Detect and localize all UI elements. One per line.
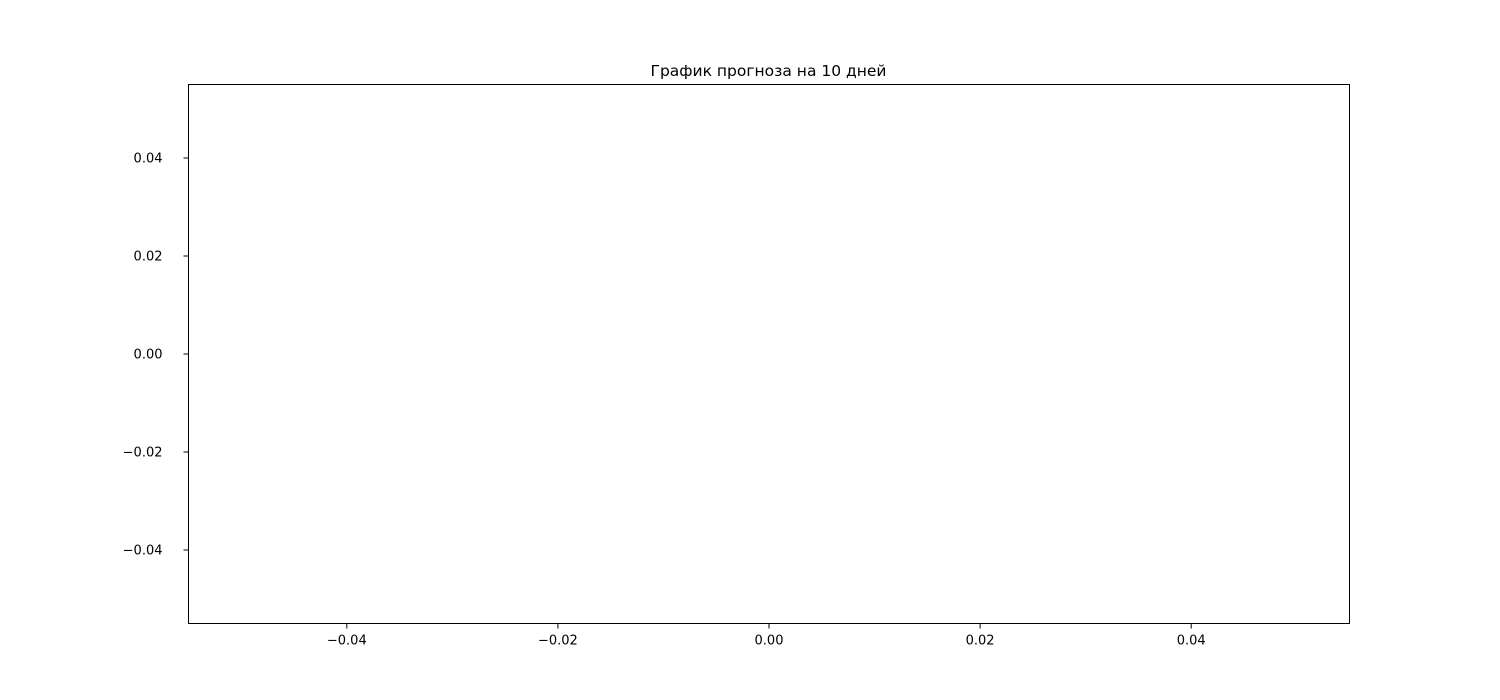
y-tick-label: 0.00 [134,348,163,363]
y-tick-label: 0.02 [134,250,163,265]
y-tick-label: −0.02 [123,446,163,461]
y-tick-label: 0.04 [134,152,163,167]
x-tick-label: −0.04 [327,634,367,649]
y-axis-ticks: 0.04 0.02 0.00 −0.02 −0.04 [123,152,189,559]
y-tick-label: −0.04 [123,544,163,559]
x-tick-label: −0.02 [538,634,578,649]
x-tick-label: 0.04 [1177,634,1206,649]
x-axis-ticks: −0.04 −0.02 0.00 0.02 0.04 [327,623,1206,649]
chart-title: График прогноза на 10 дней [651,62,887,80]
x-tick-label: 0.00 [755,634,784,649]
x-tick-label: 0.02 [966,634,995,649]
